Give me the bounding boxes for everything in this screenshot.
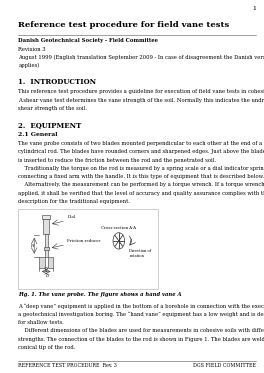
Circle shape bbox=[113, 233, 125, 249]
Text: a geotechnical investigation boring. The “hand vane” equipment has a low weight : a geotechnical investigation boring. The… bbox=[18, 312, 264, 317]
Text: 2.  EQUIPMENT: 2. EQUIPMENT bbox=[18, 121, 82, 129]
Text: Traditionally the torque on the rod is measured by a spring scale or a dial indi: Traditionally the torque on the rod is m… bbox=[18, 166, 264, 171]
Text: strengths. The connection of the blades to the rod is shown in Figure 1. The bla: strengths. The connection of the blades … bbox=[18, 337, 264, 342]
Text: DGS FIELD COMMITTEE: DGS FIELD COMMITTEE bbox=[193, 363, 256, 367]
Text: This reference test procedure provides a guideline for execution of field vane t: This reference test procedure provides a… bbox=[18, 90, 264, 94]
Text: applies): applies) bbox=[18, 63, 40, 68]
Text: 1: 1 bbox=[252, 6, 256, 10]
Bar bbox=[45, 234, 48, 257]
Text: 1.  INTRODUCTION: 1. INTRODUCTION bbox=[18, 78, 96, 86]
Bar bbox=[39, 257, 45, 268]
Text: A shear vane test determines the vane strength of the soil. Normally this indica: A shear vane test determines the vane st… bbox=[18, 98, 264, 103]
Text: The vane probe consists of two blades mounted perpendicular to each other at the: The vane probe consists of two blades mo… bbox=[18, 141, 263, 146]
Text: Cross-section A-A: Cross-section A-A bbox=[101, 226, 136, 230]
Text: A “deep vane” equipment is applied in the bottom of a borehole in connection wit: A “deep vane” equipment is applied in th… bbox=[18, 304, 264, 309]
Text: August 1999 (English translation September 2009 - In case of disagreement the Da: August 1999 (English translation Septemb… bbox=[18, 55, 264, 60]
Text: Direction of
rotation: Direction of rotation bbox=[129, 249, 152, 258]
Text: is inserted to reduce the friction between the rod and the penetrated soil.: is inserted to reduce the friction betwe… bbox=[18, 158, 216, 163]
Text: for shallow tests.: for shallow tests. bbox=[18, 320, 64, 325]
Text: shear strength of the soil.: shear strength of the soil. bbox=[18, 106, 87, 111]
Text: Friction reducer: Friction reducer bbox=[67, 239, 101, 243]
Bar bbox=[42, 215, 50, 219]
Text: Danish Geotechnical Society - Field Committee: Danish Geotechnical Society - Field Comm… bbox=[18, 38, 158, 43]
Text: Different dimensions of the blades are used for measurements in cohesive soils w: Different dimensions of the blades are u… bbox=[18, 329, 264, 333]
Bar bbox=[48, 257, 53, 268]
Text: H: H bbox=[30, 244, 34, 248]
Text: Alternatively, the measurement can be performed by a torque wrench. If a torque : Alternatively, the measurement can be pe… bbox=[18, 182, 264, 187]
Text: Dial: Dial bbox=[67, 215, 76, 219]
Text: conical tip of the rod.: conical tip of the rod. bbox=[18, 345, 76, 350]
Text: 2.1 General: 2.1 General bbox=[18, 132, 58, 137]
Text: Fig. 1. The vane probe. The figure shows a hand vane A: Fig. 1. The vane probe. The figure shows… bbox=[18, 292, 182, 297]
Bar bbox=[44, 247, 49, 250]
Text: Revision 3: Revision 3 bbox=[18, 47, 46, 51]
Text: description for the traditional equipment.: description for the traditional equipmen… bbox=[18, 199, 130, 204]
Polygon shape bbox=[45, 268, 48, 272]
Text: REFERENCE TEST PROCEDURE  Rev. 3: REFERENCE TEST PROCEDURE Rev. 3 bbox=[18, 363, 117, 367]
Text: D: D bbox=[45, 275, 48, 279]
Text: applied, it shall be verified that the level of accuracy and quality assurance c: applied, it shall be verified that the l… bbox=[18, 191, 264, 195]
Bar bbox=[18, 209, 158, 289]
Text: cylindrical rod. The blades have rounded corners and sharpened edges. Just above: cylindrical rod. The blades have rounded… bbox=[18, 150, 264, 154]
Text: Reference test procedure for field vane tests: Reference test procedure for field vane … bbox=[18, 21, 230, 28]
Text: connecting a fixed arm with the handle. It is this type of equipment that is des: connecting a fixed arm with the handle. … bbox=[18, 174, 264, 179]
Bar bbox=[43, 219, 49, 234]
